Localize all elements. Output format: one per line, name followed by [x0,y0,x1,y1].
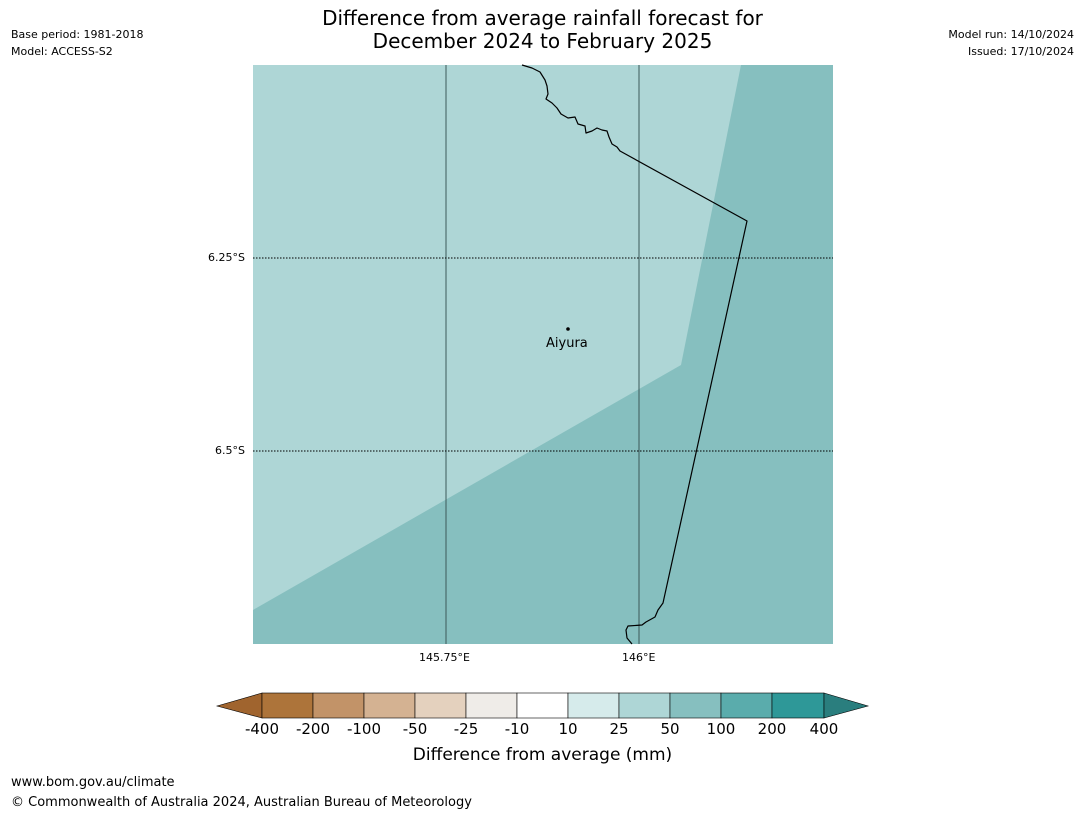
colorbar-bin [618,692,671,719]
colorbar-bin [465,692,518,719]
map-anomaly-region [253,65,833,644]
colorbar-tick: -100 [346,720,382,738]
lon-label-145-75: 145.75°E [419,651,470,664]
colorbar-bin [516,692,569,719]
issued-label: Issued: 17/10/2024 [967,45,1074,58]
border-line [521,64,748,645]
colorbar-bin [261,692,314,719]
colorbar-extend-high [823,692,870,719]
aiyura-label: Aiyura [546,336,588,351]
aiyura-marker [566,327,570,331]
colorbar-bin [720,692,773,719]
colorbar-bin [363,692,416,719]
colorbar-tick: -25 [453,720,479,738]
colorbar-tick: 100 [706,720,736,738]
page-title: Difference from average rainfall forecas… [0,7,1085,53]
colorbar-bin [567,692,620,719]
lon-label-146: 146°E [622,651,656,664]
map-panel [253,64,833,645]
colorbar-tick: 400 [809,720,839,738]
lat-label-6-5: 6.5°S [215,444,245,457]
colorbar-tick: -10 [504,720,530,738]
model-run-label: Model run: 14/10/2024 [948,28,1074,41]
colorbar-bin [312,692,365,719]
colorbar-tick: -200 [295,720,331,738]
colorbar-extend-low [215,692,263,719]
lat-label-6-25: 6.25°S [208,251,245,264]
colorbar-tick: 50 [660,720,680,738]
colorbar-bin [669,692,722,719]
base-period-label: Base period: 1981-2018 [11,28,144,41]
colorbar-tick: 25 [609,720,629,738]
model-label: Model: ACCESS-S2 [11,45,113,58]
colorbar-bin [771,692,825,719]
colorbar-tick: 200 [757,720,787,738]
colorbar-tick: -400 [244,720,280,738]
footer-url: www.bom.gov.au/climate [11,775,175,790]
colorbar-bin [414,692,467,719]
colorbar-tick: 10 [558,720,578,738]
footer-copyright: © Commonwealth of Australia 2024, Austra… [11,795,472,810]
title-line-2: December 2024 to February 2025 [372,29,713,53]
title-line-1: Difference from average rainfall forecas… [322,6,763,30]
colorbar-title: Difference from average (mm) [412,745,673,765]
colorbar-tick: -50 [402,720,428,738]
